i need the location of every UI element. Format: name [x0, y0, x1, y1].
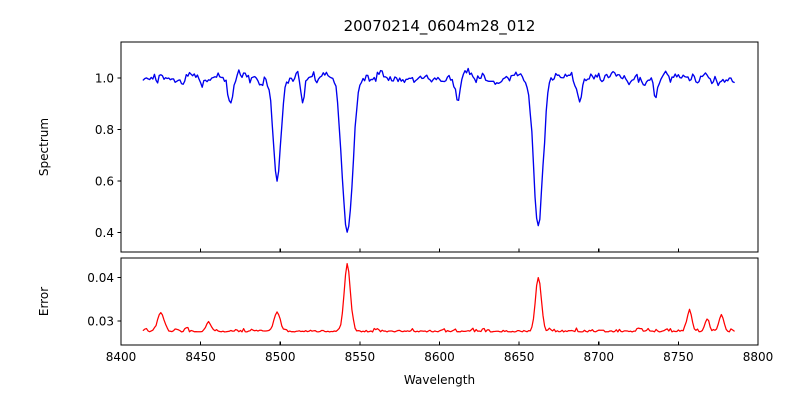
- y-tick-label: 0.04: [87, 271, 114, 285]
- spectrum-panel: 0.4 0.6 0.8 1.0: [95, 41, 759, 253]
- x-tick-label: 8650: [504, 350, 535, 364]
- y-tick-label: 1.0: [95, 71, 114, 85]
- y-tick-label: 0.4: [95, 226, 114, 240]
- x-tick-label: 8750: [663, 350, 694, 364]
- x-tick-label: 8800: [743, 350, 774, 364]
- error-y-axis-label: Error: [37, 287, 51, 316]
- error-series-line: [142, 263, 735, 333]
- y-tick-label: 0.8: [95, 123, 114, 137]
- x-tick-label: 8700: [583, 350, 614, 364]
- y-tick-label: 0.03: [87, 314, 114, 328]
- spectrum-series-line: [142, 67, 735, 233]
- plot-title: 20070214_0604m28_012: [344, 17, 536, 36]
- x-tick-label: 8500: [265, 350, 296, 364]
- x-tick-label: 8450: [185, 350, 216, 364]
- x-tick-label: 8600: [424, 350, 455, 364]
- x-tick-label: 8550: [345, 350, 376, 364]
- error-panel: 0.03 0.04 8400 8450 8500 8550 8600 8650 8700 8750…: [87, 257, 774, 364]
- x-axis-label: Wavelength: [404, 373, 475, 387]
- spectrum-y-axis-label: Spectrum: [37, 118, 51, 176]
- x-tick-label: 8400: [106, 350, 137, 364]
- y-tick-label: 0.6: [95, 174, 114, 188]
